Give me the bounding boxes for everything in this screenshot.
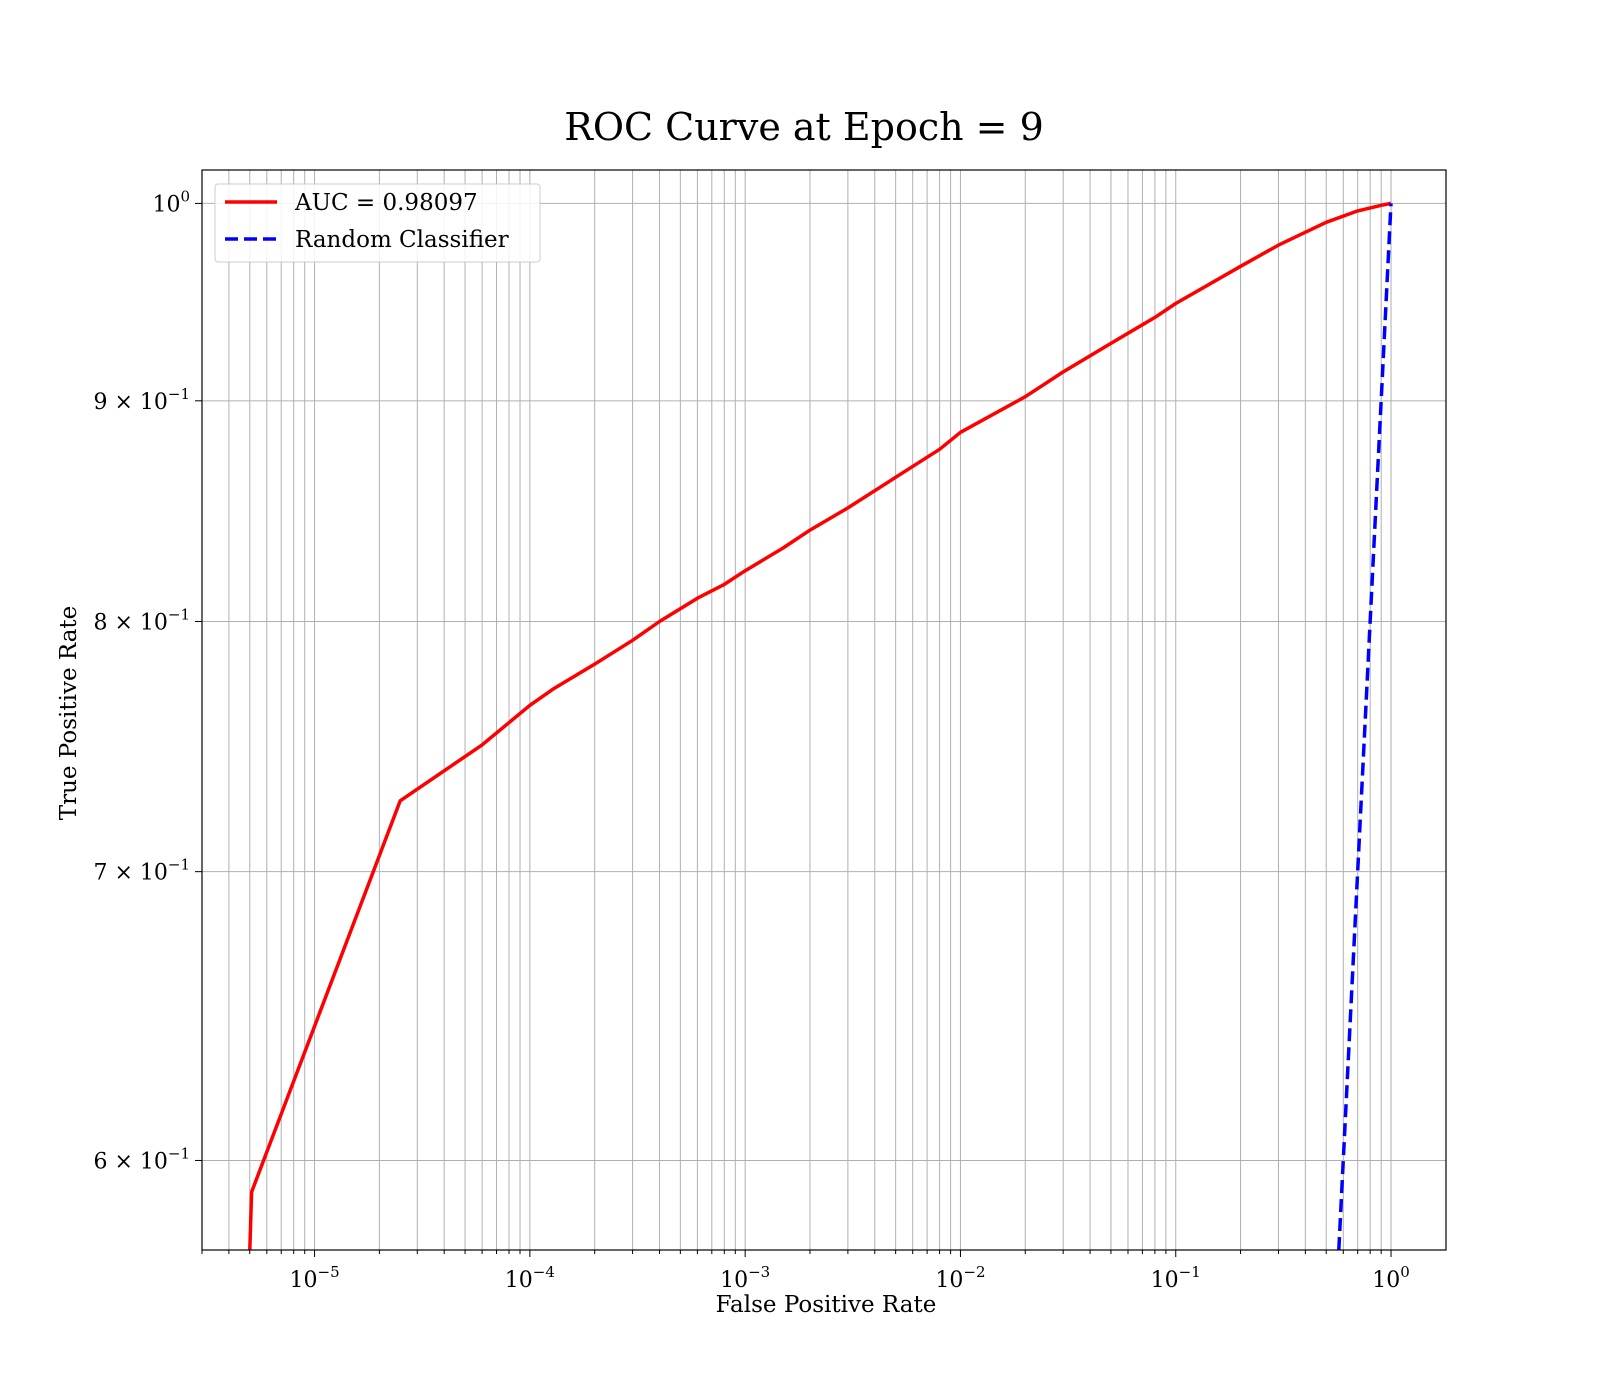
series-line-random [1337, 203, 1393, 1250]
legend-label: AUC = 0.98097 [294, 190, 478, 216]
x-axis-label: False Positive Rate [716, 1292, 937, 1318]
axis-ticks: 10−5 10−4 10−3 10−2 10−1 100 6 × 10−1 7 × 10−1 8… [93, 187, 1409, 1293]
legend: AUC = 0.98097 Random Classifier [214, 183, 541, 263]
x-tick-label: 10−4 [505, 1263, 555, 1293]
legend-label: Random Classifier [295, 227, 509, 253]
y-tick-label: 7 × 10−1 [93, 856, 190, 886]
legend-box [214, 183, 541, 263]
y-tick-label: 9 × 10−1 [93, 385, 190, 415]
series-line-roc [248, 201, 1392, 1250]
grid-lines [201, 170, 1446, 1250]
y-axis-label: True Positive Rate [56, 606, 82, 821]
y-tick-label: 6 × 10−1 [93, 1144, 190, 1174]
x-tick-label: 10−2 [935, 1263, 985, 1293]
x-tick-label: 10−5 [290, 1263, 340, 1293]
plot-frame [201, 169, 1447, 1251]
y-tick-label: 100 [152, 187, 190, 217]
x-tick-label: 100 [1372, 1263, 1410, 1293]
x-tick-label: 10−3 [720, 1263, 770, 1293]
y-tick-label: 8 × 10−1 [93, 605, 190, 635]
x-tick-label: 10−1 [1151, 1263, 1201, 1293]
plot-area [248, 201, 1393, 1250]
chart-title: ROC Curve at Epoch = 9 [564, 105, 1044, 149]
